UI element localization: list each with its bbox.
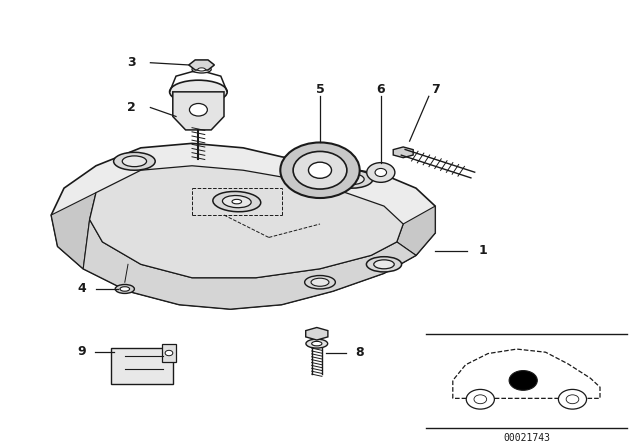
Ellipse shape [366, 257, 402, 272]
Ellipse shape [115, 284, 134, 293]
FancyBboxPatch shape [111, 348, 173, 384]
FancyBboxPatch shape [162, 344, 176, 362]
Text: 2: 2 [127, 101, 136, 114]
Text: 7: 7 [431, 83, 440, 96]
Polygon shape [51, 143, 435, 309]
Ellipse shape [312, 341, 322, 346]
Ellipse shape [311, 278, 329, 286]
Ellipse shape [198, 68, 205, 71]
Circle shape [558, 389, 587, 409]
Ellipse shape [114, 152, 156, 170]
Text: 00021743: 00021743 [503, 433, 550, 443]
Polygon shape [397, 206, 435, 255]
Polygon shape [51, 193, 96, 269]
Polygon shape [83, 220, 416, 309]
Ellipse shape [122, 156, 147, 167]
Ellipse shape [232, 199, 242, 204]
Ellipse shape [223, 195, 251, 208]
Circle shape [367, 163, 395, 182]
Text: 6: 6 [376, 83, 385, 96]
Polygon shape [173, 92, 224, 130]
Text: 9: 9 [77, 345, 86, 358]
Polygon shape [306, 327, 328, 340]
Polygon shape [90, 166, 403, 278]
Polygon shape [189, 60, 214, 70]
Ellipse shape [340, 174, 364, 185]
Circle shape [566, 395, 579, 404]
Ellipse shape [374, 260, 394, 269]
Circle shape [375, 168, 387, 177]
Ellipse shape [213, 191, 260, 212]
Circle shape [293, 151, 347, 189]
Circle shape [509, 370, 538, 390]
Polygon shape [393, 147, 413, 158]
Ellipse shape [192, 66, 211, 73]
Circle shape [280, 142, 360, 198]
Text: 3: 3 [127, 56, 136, 69]
Ellipse shape [306, 339, 328, 348]
Ellipse shape [332, 170, 372, 188]
Text: 1: 1 [479, 244, 488, 258]
Ellipse shape [189, 103, 207, 116]
Ellipse shape [120, 287, 130, 291]
Text: 4: 4 [77, 282, 86, 295]
Text: 8: 8 [355, 346, 364, 359]
Ellipse shape [305, 276, 335, 289]
Circle shape [466, 389, 495, 409]
Circle shape [474, 395, 486, 404]
Text: 5: 5 [316, 83, 324, 96]
Ellipse shape [170, 80, 227, 103]
Circle shape [165, 350, 173, 356]
Circle shape [308, 162, 332, 178]
